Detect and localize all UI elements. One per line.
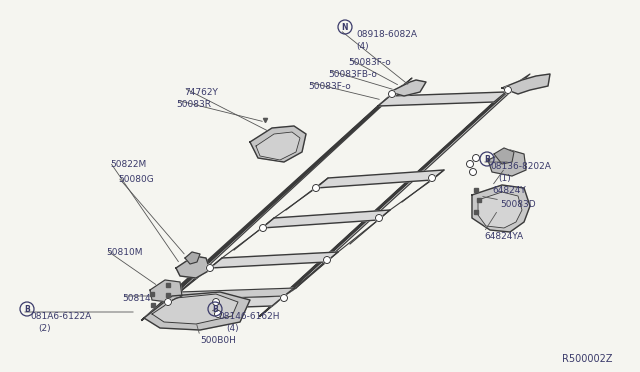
Text: (4): (4) bbox=[226, 324, 239, 333]
Polygon shape bbox=[316, 170, 444, 188]
Text: 50083D: 50083D bbox=[500, 200, 536, 209]
Text: 50080G: 50080G bbox=[118, 175, 154, 184]
Polygon shape bbox=[168, 288, 296, 300]
Text: 64824Y: 64824Y bbox=[492, 186, 525, 195]
Text: 08136-8202A: 08136-8202A bbox=[490, 162, 551, 171]
Polygon shape bbox=[488, 150, 526, 176]
Circle shape bbox=[472, 154, 479, 161]
Text: (1): (1) bbox=[498, 174, 511, 183]
Text: B: B bbox=[212, 305, 218, 314]
Circle shape bbox=[214, 311, 221, 317]
Text: 50814: 50814 bbox=[122, 294, 150, 303]
Polygon shape bbox=[142, 96, 390, 320]
Polygon shape bbox=[472, 185, 530, 232]
Polygon shape bbox=[210, 252, 338, 268]
Polygon shape bbox=[502, 74, 550, 94]
Polygon shape bbox=[152, 294, 238, 324]
Polygon shape bbox=[155, 86, 402, 310]
Polygon shape bbox=[250, 126, 306, 162]
Polygon shape bbox=[272, 82, 518, 306]
Circle shape bbox=[376, 215, 383, 221]
Polygon shape bbox=[390, 80, 426, 96]
Circle shape bbox=[164, 298, 172, 305]
Circle shape bbox=[259, 224, 266, 231]
Polygon shape bbox=[150, 280, 182, 302]
Circle shape bbox=[212, 298, 220, 305]
Text: 08146-6162H: 08146-6162H bbox=[218, 312, 280, 321]
Circle shape bbox=[504, 87, 511, 93]
Polygon shape bbox=[155, 296, 284, 310]
Circle shape bbox=[470, 169, 477, 176]
Polygon shape bbox=[478, 192, 522, 228]
Circle shape bbox=[323, 257, 330, 263]
Text: 50083FB-o: 50083FB-o bbox=[328, 70, 377, 79]
Polygon shape bbox=[284, 74, 530, 296]
Polygon shape bbox=[176, 256, 210, 278]
Text: 081A6-6122A: 081A6-6122A bbox=[30, 312, 92, 321]
Text: 74762Y: 74762Y bbox=[184, 88, 218, 97]
Polygon shape bbox=[260, 92, 506, 316]
Circle shape bbox=[312, 185, 319, 192]
Polygon shape bbox=[256, 132, 300, 160]
Circle shape bbox=[280, 295, 287, 301]
Circle shape bbox=[429, 174, 435, 182]
Polygon shape bbox=[378, 92, 506, 106]
Circle shape bbox=[467, 160, 474, 167]
Polygon shape bbox=[185, 252, 200, 264]
Text: N: N bbox=[342, 22, 348, 32]
Text: 50083F-o: 50083F-o bbox=[348, 58, 391, 67]
Text: 50083F-o: 50083F-o bbox=[308, 82, 351, 91]
Text: 50822M: 50822M bbox=[110, 160, 147, 169]
Polygon shape bbox=[144, 292, 250, 330]
Polygon shape bbox=[168, 78, 412, 300]
Text: 50083R: 50083R bbox=[176, 100, 211, 109]
Text: 50810M: 50810M bbox=[106, 248, 143, 257]
Text: B: B bbox=[484, 154, 490, 164]
Text: 64824YA: 64824YA bbox=[484, 232, 523, 241]
Text: R500002Z: R500002Z bbox=[562, 354, 612, 364]
Text: 08918-6082A: 08918-6082A bbox=[356, 30, 417, 39]
Circle shape bbox=[207, 264, 214, 272]
Text: 500B0H: 500B0H bbox=[200, 336, 236, 345]
Text: (2): (2) bbox=[38, 324, 51, 333]
Polygon shape bbox=[262, 210, 390, 228]
Text: B: B bbox=[24, 305, 30, 314]
Polygon shape bbox=[494, 148, 514, 164]
Circle shape bbox=[388, 90, 396, 97]
Text: (4): (4) bbox=[356, 42, 369, 51]
